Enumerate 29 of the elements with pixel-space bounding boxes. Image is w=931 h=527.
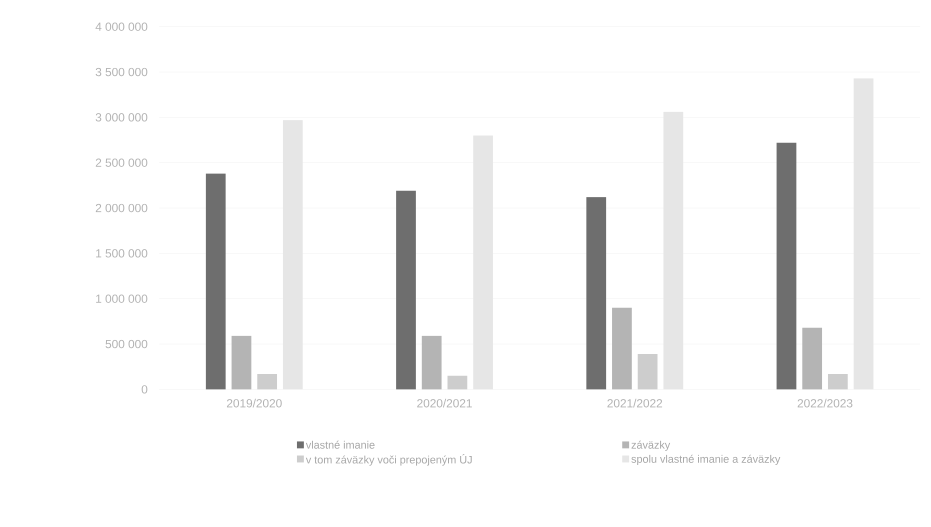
y-tick-label: 500 000 <box>106 340 148 348</box>
x-tick-label: 2021/2022 <box>607 398 662 408</box>
x-tick-label: 2019/2020 <box>226 398 282 408</box>
y-tick-label: 4 000 000 <box>96 22 148 31</box>
bar <box>206 174 226 390</box>
y-tick-label: 3 000 000 <box>96 113 148 122</box>
y-tick-label: 1 500 000 <box>96 249 148 258</box>
y-tick-label: 0 <box>142 385 148 394</box>
bar <box>396 190 416 390</box>
bar <box>586 197 606 390</box>
x-tick-label: 2020/2021 <box>417 398 472 408</box>
bar <box>612 308 632 390</box>
y-tick-label: 3 500 000 <box>96 68 148 76</box>
y-tick-label: 2 000 000 <box>96 204 148 212</box>
bar <box>776 142 796 390</box>
y-tick-label: 1 000 000 <box>96 294 148 303</box>
x-tick-label: 2022/2023 <box>798 398 852 408</box>
bar <box>422 336 442 390</box>
legend-label: záväzky <box>632 440 670 451</box>
bar <box>802 328 822 390</box>
legend-label: vlastné imanie <box>306 440 375 449</box>
bar <box>828 374 848 390</box>
legend-label: spolu vlastné imanie a záväzky <box>631 454 780 466</box>
legend-label: v tom záväzky voči prepojeným ÚJ <box>306 454 472 466</box>
bar <box>232 336 252 390</box>
y-tick-label: 2 500 000 <box>96 158 148 167</box>
bar <box>257 374 278 390</box>
bar <box>448 376 468 390</box>
bar <box>638 354 658 390</box>
